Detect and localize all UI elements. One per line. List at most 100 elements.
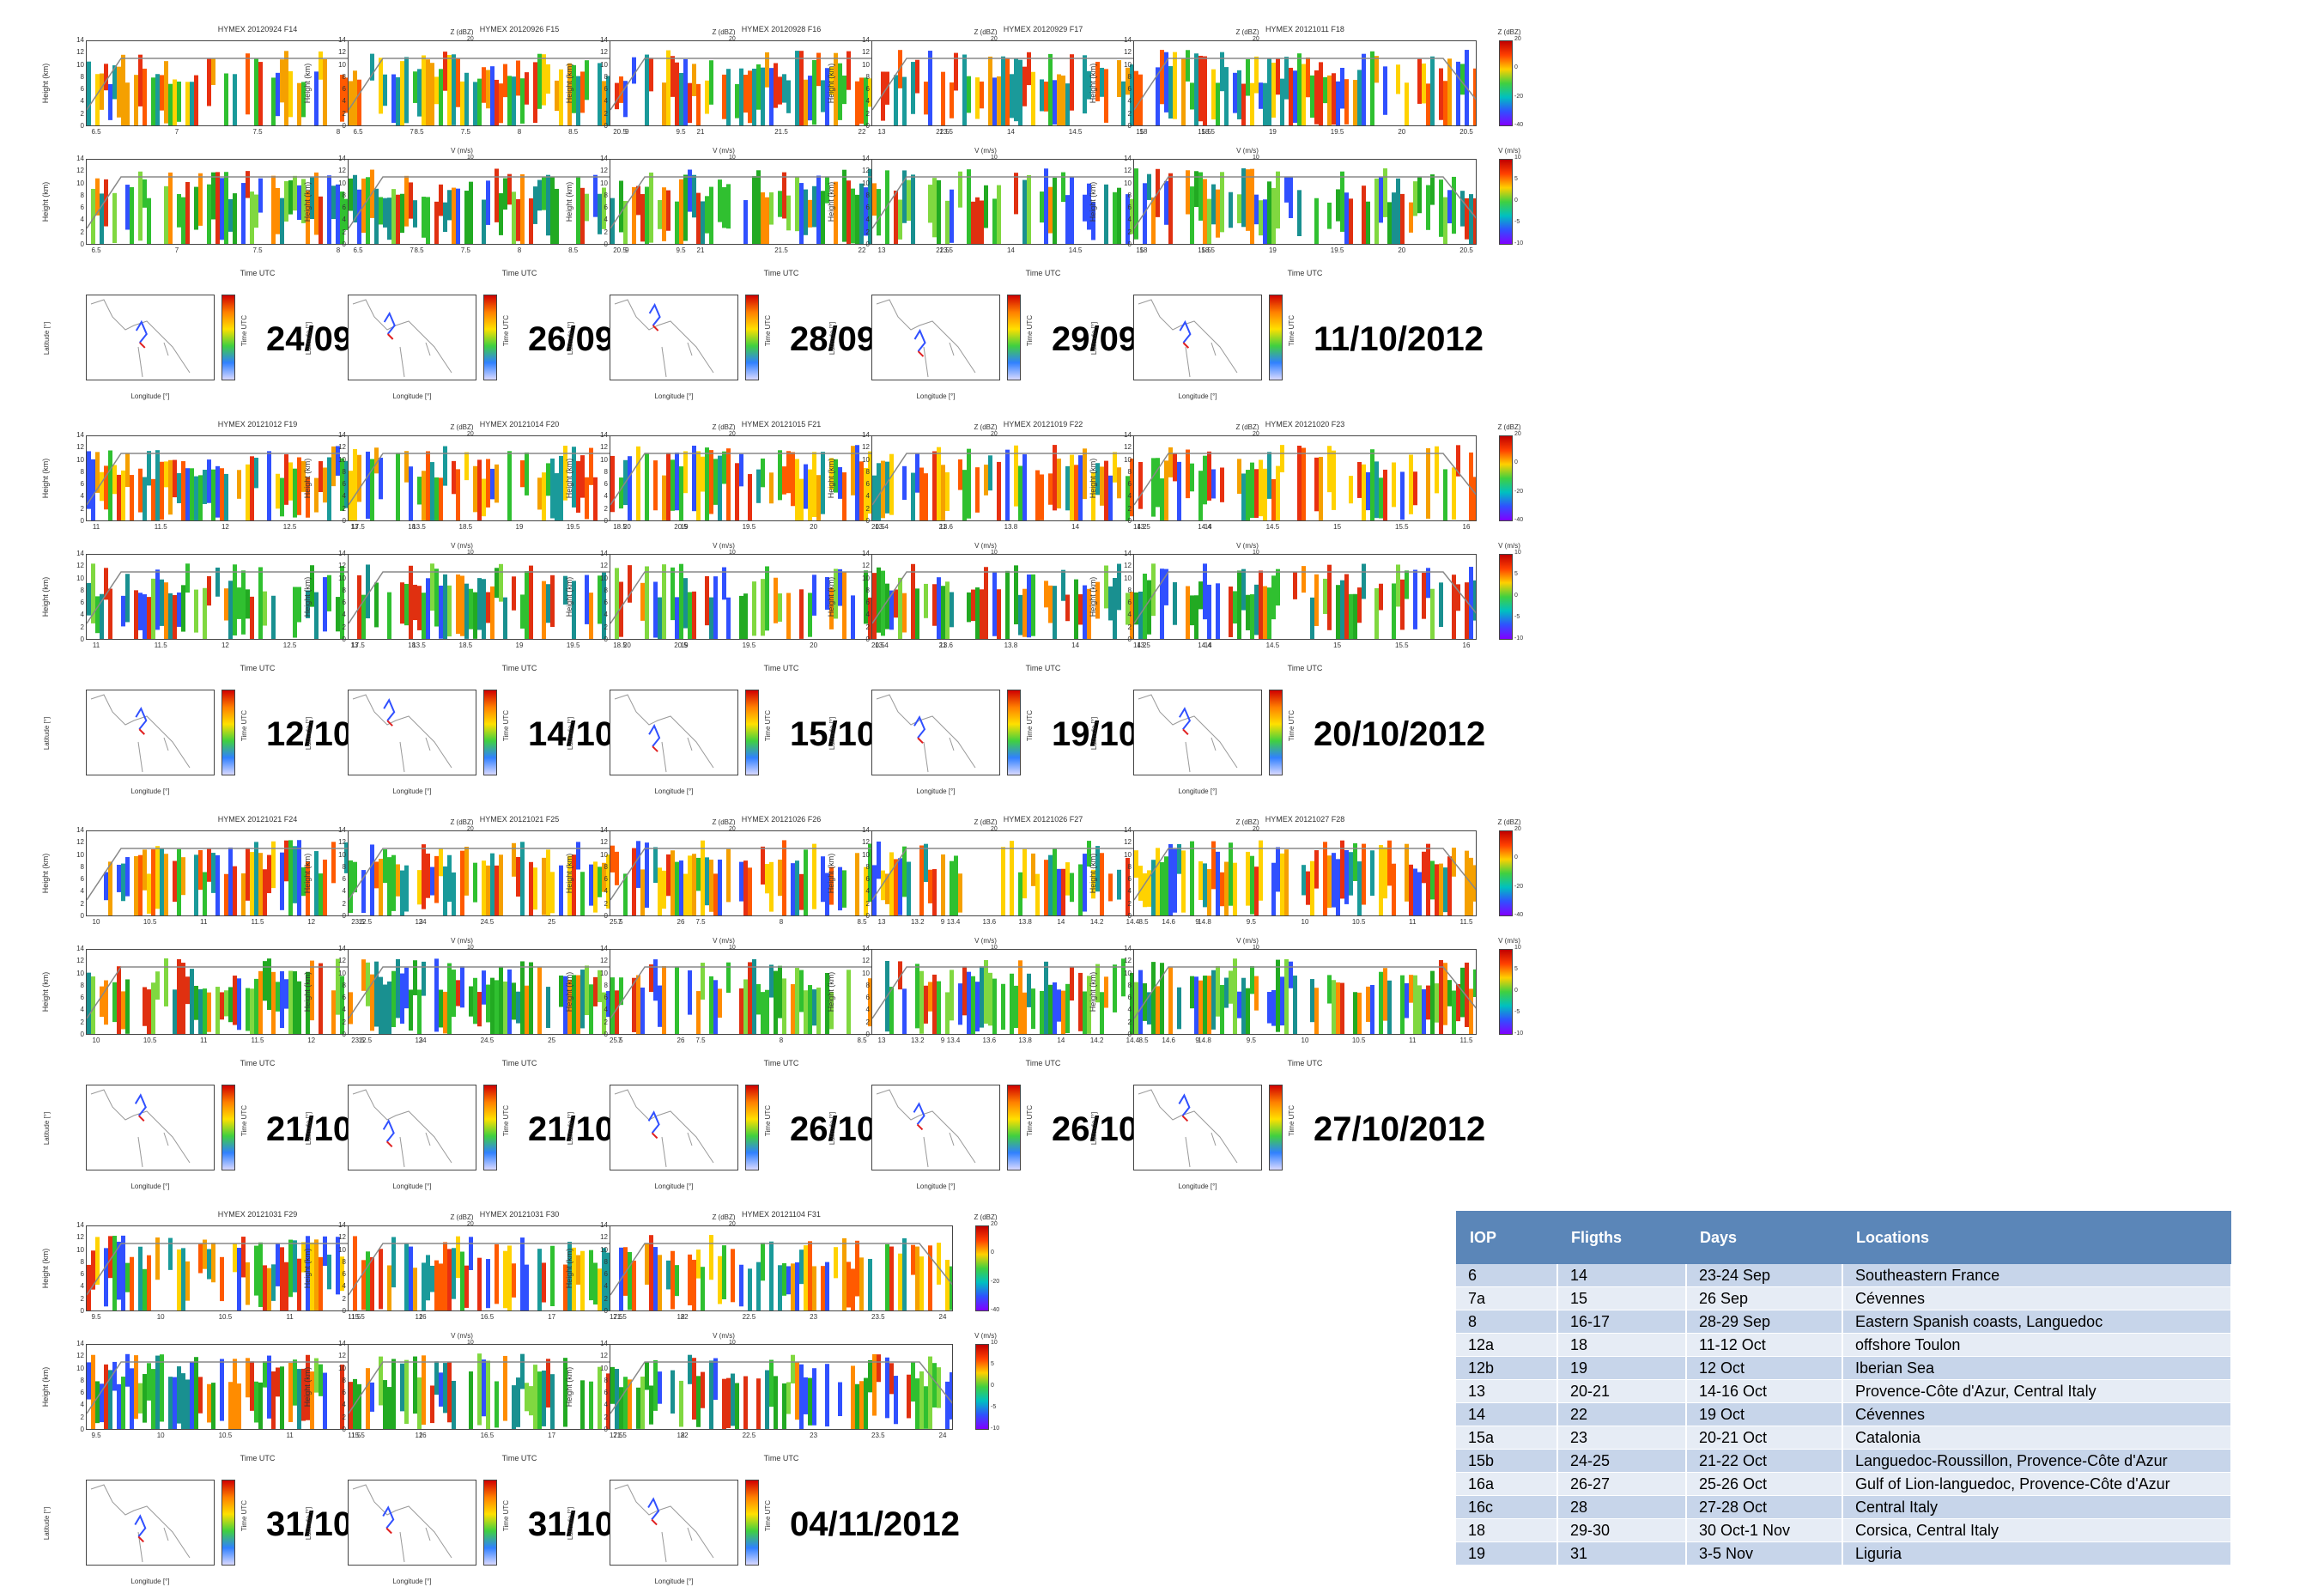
curtain-cell [774, 577, 778, 623]
curtain-cell [864, 1377, 868, 1429]
colorbar-tick: 10 [1253, 945, 1259, 951]
curtain-cell [233, 1359, 237, 1429]
time-axis-label: Time UTC [240, 1454, 276, 1462]
curtain-cell [374, 447, 379, 474]
curtain-cell [177, 193, 181, 228]
curtain-cell [1117, 467, 1121, 499]
curtain-cell [1168, 967, 1173, 1034]
x-tick-label: 14.2 [1089, 918, 1104, 926]
curtain-cell [319, 873, 323, 915]
longitude-label: Longitude [°] [916, 1183, 956, 1190]
x-tick-label: 12 [221, 523, 229, 531]
flight-track-map [610, 295, 738, 380]
curtain-cell [112, 65, 117, 100]
curtain-cell [250, 596, 254, 639]
curtain-cell [104, 1248, 108, 1307]
curtain-cell [95, 452, 100, 493]
curtain-cell [460, 1251, 464, 1310]
y-tick-label: 10 [338, 455, 346, 464]
colorbar-tick: -40 [1514, 912, 1524, 918]
curtain-cell [1190, 595, 1194, 626]
curtain-cell [271, 841, 276, 889]
x-tick-label: 13.4 [875, 523, 889, 531]
x-tick-label: 13 [415, 918, 423, 926]
curtain-cell [649, 964, 653, 993]
curtain-cell [1147, 173, 1151, 200]
flight-track [913, 715, 926, 739]
height-axis-label: Height (km) [565, 458, 573, 499]
x-tick-label: 13 [877, 918, 886, 926]
curtain-cell [550, 176, 555, 244]
curtain-cell [1164, 180, 1168, 225]
curtain-cell [868, 451, 872, 514]
curtain-cell [580, 872, 585, 915]
curtain-cell [1447, 58, 1452, 125]
panel-title: HYMEX 20121019 F22 [1003, 420, 1083, 429]
curtain-cell [486, 592, 490, 623]
curtain-cell [769, 1241, 774, 1310]
curtain-cell [992, 77, 997, 125]
curtain-cell [1374, 461, 1379, 519]
v-unit-label: V (m/s) [974, 937, 997, 945]
y-tick-label: 4 [80, 887, 84, 896]
longitude-label: Longitude [°] [392, 392, 432, 400]
curtain-cell [1001, 847, 1005, 915]
curtain-cell [679, 466, 683, 520]
curtain-cell [168, 459, 173, 515]
table-row: 16c 28 27-28 Oct Central Italy [1456, 1495, 2232, 1519]
y-tick-label: 2 [342, 899, 346, 908]
x-tick-label: 14 [1057, 918, 1065, 926]
curtain-cell [185, 181, 190, 244]
curtain-cell [1430, 970, 1435, 1034]
curtain-cell [1276, 465, 1280, 520]
y-tick-label: 6 [1127, 599, 1132, 607]
curtain-cell [572, 447, 576, 508]
y-tick-label: 6 [342, 85, 346, 94]
x-tick-label: 13 [350, 523, 359, 531]
height-axis-label: Height (km) [565, 1248, 573, 1289]
curtain-cell [434, 568, 439, 627]
curtain-cell [456, 58, 460, 107]
x-tick-label: 18 [1139, 128, 1148, 136]
curtain-cell [473, 592, 477, 639]
time-axis-label: Time UTC [1287, 269, 1323, 277]
curtain-cell [1053, 982, 1057, 1034]
x-tick-label: 22.5 [936, 128, 950, 136]
curtain-cell [349, 178, 353, 211]
curtain-cell [542, 177, 546, 210]
y-tick-label: 8 [1127, 467, 1132, 476]
curtain-cell [160, 461, 164, 520]
curtain-cell [1035, 470, 1040, 520]
curtain-cell [482, 579, 486, 639]
curtain-cell [87, 582, 91, 616]
y-tick-label: 10 [1124, 574, 1132, 582]
y-tick-label: 2 [80, 504, 84, 513]
curtain-cell [911, 1244, 915, 1275]
curtain-cell [855, 1240, 859, 1297]
curtain-cell [962, 54, 967, 125]
curtain-cell [941, 465, 945, 520]
y-tick-label: 8 [80, 981, 84, 989]
curtain-cell [829, 587, 834, 629]
days-cell: 28-29 Sep [1686, 1310, 1843, 1334]
flight-track-map [348, 295, 476, 380]
curtain-cell [589, 1249, 593, 1301]
curtain-cell [1113, 577, 1117, 639]
time-colorbar [1269, 1085, 1283, 1170]
curtain-cell [1340, 982, 1344, 1034]
curtain-cell [1151, 197, 1156, 244]
curtain-cell [374, 582, 379, 628]
y-tick-label: 4 [865, 887, 870, 896]
curtain-cell [791, 984, 795, 1034]
curtain-cell [932, 451, 937, 520]
curtain-cell [1370, 449, 1374, 520]
curtain-cell [1048, 585, 1053, 623]
curtain-cell [177, 959, 181, 1034]
curtain-cell [1104, 69, 1108, 123]
curtain-cell [825, 176, 829, 204]
curtain-cell [1031, 574, 1035, 636]
curtain-cell [889, 453, 894, 515]
curtain-cell [602, 81, 606, 125]
curtain-cell [915, 964, 919, 1029]
time-colorbar-label: Time UTC [1026, 1104, 1034, 1137]
